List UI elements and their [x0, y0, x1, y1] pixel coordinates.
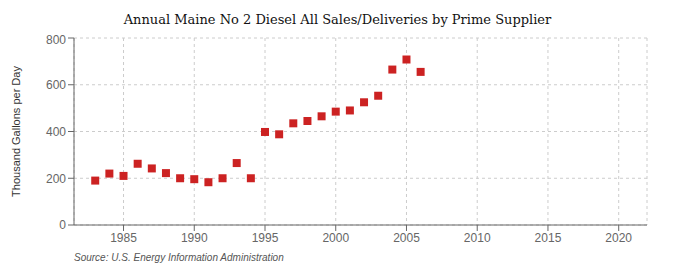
svg-text:600: 600	[46, 78, 66, 92]
svg-text:0: 0	[59, 218, 66, 232]
svg-text:2005: 2005	[393, 231, 420, 245]
svg-text:1990: 1990	[181, 231, 208, 245]
svg-text:2020: 2020	[605, 231, 632, 245]
svg-text:200: 200	[46, 172, 66, 186]
svg-text:2010: 2010	[464, 231, 491, 245]
svg-text:800: 800	[46, 33, 66, 47]
svg-text:1985: 1985	[110, 231, 137, 245]
svg-text:1995: 1995	[252, 231, 279, 245]
html-text:Source: U.S. Energy Informatio: Source: U.S. Energy Information Administ…	[74, 252, 284, 263]
svg-text:Thousand Gallons per Day: Thousand Gallons per Day	[10, 66, 22, 197]
html-text:Annual Maine No 2 Diesel All S: Annual Maine No 2 Diesel All Sales/Deliv…	[123, 12, 552, 27]
svg-text:2015: 2015	[535, 231, 562, 245]
svg-text:2000: 2000	[322, 231, 349, 245]
svg-text:400: 400	[46, 125, 66, 139]
